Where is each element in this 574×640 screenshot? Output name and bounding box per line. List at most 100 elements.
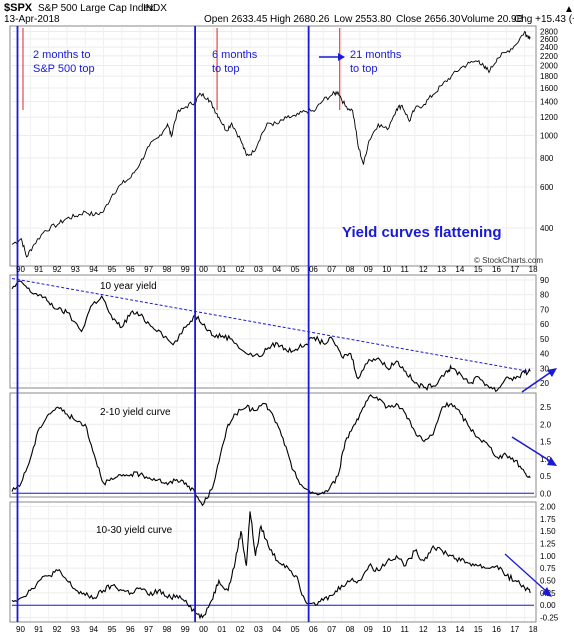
x-tick-label: 06 (309, 265, 318, 274)
chart-exchange: INDX (143, 3, 167, 14)
y-tick-label: 1.25 (540, 539, 556, 548)
annotation-1-line1: 2 months to (33, 49, 90, 61)
volume-value: Volume 20.9B (461, 14, 524, 25)
y-tick-label: 0.00 (540, 601, 556, 610)
x-tick-label: 15 (474, 265, 483, 274)
x-tick-label: 10 (382, 625, 391, 634)
y-tick-label: 2800 (540, 28, 558, 37)
x-tick-label: 05 (291, 625, 300, 634)
high-value: High 2680.26 (270, 14, 330, 25)
x-tick-label: 13 (437, 265, 446, 274)
two-ten-trend-arrow-icon (547, 457, 557, 466)
y-tick-label: 2400 (540, 43, 558, 52)
x-tick-label: 97 (144, 265, 153, 274)
ten-year-trendline (11, 277, 529, 372)
y-tick-label: 40 (540, 350, 549, 359)
y-tick-label: 2000 (540, 62, 558, 71)
y-tick-label: 30 (540, 364, 549, 373)
x-tick-label: 09 (364, 625, 373, 634)
ten-thirty-trend-arrow-line (504, 553, 547, 592)
y-tick-label: 1.5 (540, 438, 552, 447)
x-tick-label: 14 (455, 625, 464, 634)
x-tick-label: 18 (529, 625, 538, 634)
x-tick-label: 07 (327, 625, 336, 634)
series-line-2 (11, 394, 531, 507)
low-value: Low 2553.80 (334, 14, 392, 25)
ten-year-label: 10 year yield (100, 281, 157, 292)
x-tick-label: 16 (492, 265, 501, 274)
annotation-1-line2: S&P 500 top (33, 63, 95, 75)
x-tick-label: 08 (346, 625, 355, 634)
y-tick-label: 0.50 (540, 577, 556, 586)
x-tick-label: 95 (108, 265, 117, 274)
tick-layer: 4006008001000120014001600180020002200240… (16, 28, 559, 634)
chart-name: S&P 500 Large Cap Index (38, 3, 154, 14)
y-tick-label: 2.0 (540, 420, 552, 429)
y-tick-label: 2600 (540, 35, 558, 44)
y-tick-label: 1800 (540, 72, 558, 81)
x-tick-label: 04 (272, 265, 281, 274)
ten-thirty-panel (9, 501, 537, 623)
change-value: Chg +15.43 (+0.58%) (514, 14, 574, 25)
ten-year-trend-arrow-icon (547, 368, 557, 377)
x-tick-label: 94 (89, 265, 98, 274)
x-tick-label: 06 (309, 625, 318, 634)
x-tick-label: 17 (510, 265, 519, 274)
x-tick-label: 93 (71, 265, 80, 274)
x-tick-label: 96 (126, 265, 135, 274)
open-value: Open 2633.45 (204, 14, 268, 25)
series-line-0 (11, 30, 531, 258)
x-tick-label: 09 (364, 265, 373, 274)
x-tick-label: 90 (16, 265, 25, 274)
y-tick-label: 800 (540, 154, 554, 163)
ten-thirty-trend-arrow-icon (542, 587, 552, 597)
x-tick-label: 12 (419, 265, 428, 274)
y-tick-label: 400 (540, 224, 554, 233)
x-tick-label: 97 (144, 625, 153, 634)
x-tick-label: 92 (53, 625, 62, 634)
series-layer (11, 30, 534, 620)
ten-thirty-label: 10-30 yield curve (96, 525, 173, 536)
y-tick-label: 2.00 (540, 502, 556, 511)
y-tick-label: 600 (540, 183, 554, 192)
y-tick-label: 2.5 (540, 403, 552, 412)
annotation-2-line1: 6 months (212, 49, 258, 61)
x-tick-label: 91 (34, 625, 43, 634)
x-tick-label: 05 (291, 265, 300, 274)
x-tick-label: 00 (199, 625, 208, 634)
y-tick-label: 0.0 (540, 489, 552, 498)
x-tick-label: 94 (89, 625, 98, 634)
x-tick-label: 11 (401, 265, 410, 274)
x-tick-label: 04 (272, 625, 281, 634)
y-tick-label: 1.50 (540, 527, 556, 536)
x-tick-label: 03 (254, 265, 263, 274)
change-up-icon: ▲ (564, 4, 574, 15)
x-tick-label: 98 (162, 625, 171, 634)
y-tick-label: 50 (540, 335, 549, 344)
y-tick-label: 0.5 (540, 472, 552, 481)
x-tick-label: 01 (217, 625, 226, 634)
y-tick-label: 2200 (540, 52, 558, 61)
x-tick-label: 00 (199, 265, 208, 274)
ten-year-panel (9, 274, 537, 389)
x-tick-label: 10 (382, 265, 391, 274)
headline-annotation: Yield curves flattening (342, 224, 502, 241)
y-tick-label: 1.75 (540, 515, 556, 524)
x-tick-label: 12 (419, 625, 428, 634)
y-tick-label: 70 (540, 305, 549, 314)
y-tick-label: 60 (540, 320, 549, 329)
y-tick-label: -0.25 (540, 614, 559, 623)
x-tick-label: 07 (327, 265, 336, 274)
x-tick-label: 98 (162, 265, 171, 274)
annotation-2-line2: to top (212, 63, 240, 75)
x-tick-label: 95 (108, 625, 117, 634)
y-tick-label: 90 (540, 276, 549, 285)
x-tick-label: 16 (492, 625, 501, 634)
two-ten-trend-arrow-line (511, 436, 551, 462)
ten-year-trend-arrow-line (521, 371, 552, 393)
y-tick-label: 1600 (540, 84, 558, 93)
y-tick-label: 80 (540, 291, 549, 300)
x-tick-label: 91 (34, 265, 43, 274)
annotation-3-line1: 21 months (350, 49, 402, 61)
